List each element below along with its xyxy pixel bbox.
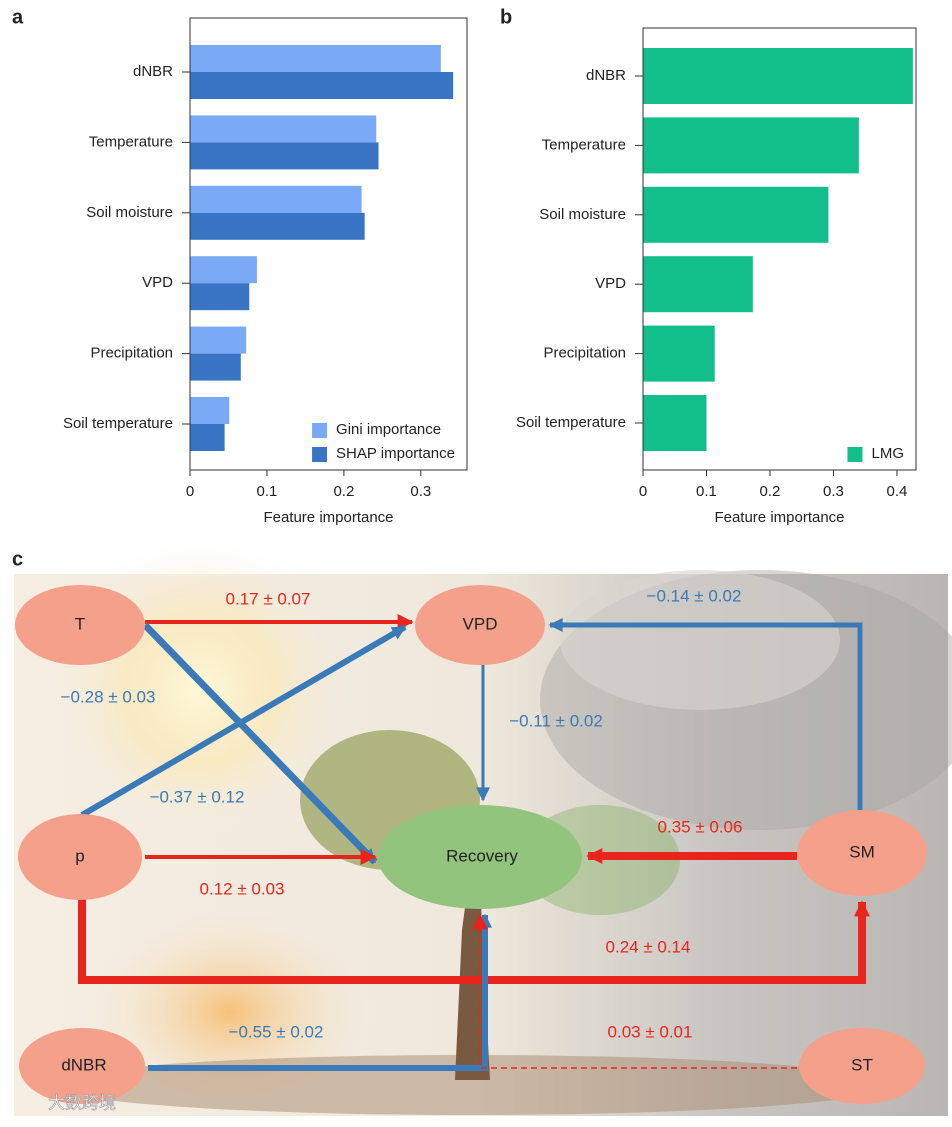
x-axis-label: Feature importance [714,509,844,526]
y-tick-label: Precipitation [90,345,173,362]
bar [190,397,230,424]
node-label: Recovery [446,846,518,865]
y-tick-label: VPD [142,274,173,291]
bar [643,325,715,382]
y-tick-label: Precipitation [543,345,626,362]
bar [643,256,753,313]
edge-label: 0.35 ± 0.06 [658,817,743,836]
cloud [560,570,840,710]
bar [190,424,225,451]
bar [190,45,441,72]
bar [190,115,377,143]
edge [80,624,407,818]
edge-label: 0.24 ± 0.14 [606,937,691,956]
bar [643,395,707,451]
bar [190,326,247,354]
node-label: T [75,614,85,633]
y-tick-label: Temperature [542,136,626,153]
bar [190,212,365,240]
x-tick-label: 0.1 [696,483,717,500]
x-tick-label: 0.2 [760,483,781,500]
edge-label: −0.11 ± 0.02 [509,711,603,730]
node [19,1028,145,1104]
node-label: p [75,846,84,865]
y-tick-label: Temperature [89,133,173,150]
edge-label: 0.17 ± 0.07 [226,589,311,608]
legend-label: Gini importance [336,421,441,438]
x-tick-label: 0.3 [823,483,844,500]
x-tick-label: 0.1 [257,483,278,500]
bar [643,117,859,174]
plot-frame [642,27,917,471]
x-tick-label: 0 [186,483,194,500]
y-tick-label: Soil moisture [86,204,173,221]
panel-label: c [12,548,23,570]
edge-label: −0.28 ± 0.03 [61,687,156,706]
node-label: ST [851,1055,873,1074]
node [378,805,582,909]
x-tick-label: 0.3 [410,483,431,500]
legend-swatch [847,447,863,462]
edge [548,618,863,810]
y-tick-label: dNBR [586,67,626,84]
node-label: SM [849,842,875,861]
edge [472,913,797,1069]
path-diagram: c T VPD p Recovery SM dNBR ST 0.17 [12,540,952,1116]
bar [190,256,257,284]
y-tick-label: VPD [595,275,626,292]
y-tick-label: Soil temperature [63,415,173,432]
x-tick-label: 0.4 [887,483,908,500]
node [415,585,545,665]
bar [190,142,379,170]
charts: a dNBR Temperature Soil moisture VPD Precipit… [12,6,917,526]
y-tick-label: Soil moisture [539,206,626,223]
node [797,810,927,896]
watermark: 大数跨境 [48,1093,116,1112]
y-tick-label: Soil temperature [516,414,626,431]
edge-label: 0.12 ± 0.03 [200,879,285,898]
edge [78,897,870,984]
fire-glow [80,880,380,1100]
x-tick-label: 0.2 [333,483,354,500]
bar [190,72,454,99]
bar [190,353,241,381]
legend-swatch [312,447,328,462]
x-axis-label: Feature importance [263,509,393,526]
legend-label: LMG [871,445,904,462]
edge-label: −0.14 ± 0.02 [647,586,742,605]
bar [643,186,829,243]
panel-label: b [500,6,512,28]
edge-label: 0.03 ± 0.01 [608,1022,693,1041]
legend-swatch [312,423,328,438]
bar [190,283,250,311]
bar [190,185,362,213]
edge-label: −0.37 ± 0.12 [150,787,245,806]
edge-label: −0.55 ± 0.02 [229,1022,324,1041]
plot-frame [189,17,468,471]
edge [142,622,378,865]
y-tick-label: dNBR [133,63,173,80]
node [18,814,142,900]
bar [643,48,913,104]
node [799,1028,925,1104]
legend-label: SHAP importance [336,445,455,462]
panel-label: a [12,6,24,28]
x-tick-label: 0 [639,483,647,500]
node-label: VPD [463,614,498,633]
node-label: dNBR [61,1055,106,1074]
node [15,585,145,665]
